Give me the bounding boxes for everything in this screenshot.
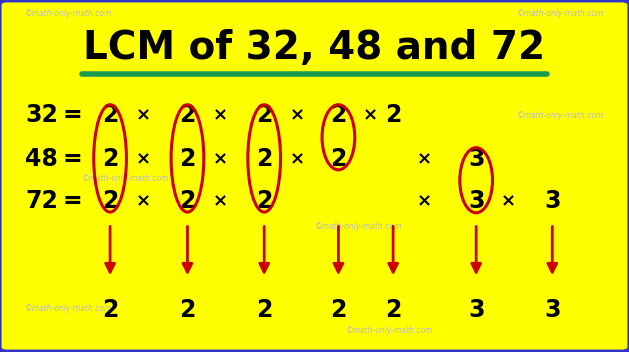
Text: 2: 2	[385, 103, 401, 127]
Text: ×: ×	[417, 150, 432, 168]
Text: 3: 3	[468, 147, 484, 171]
Text: ×: ×	[289, 150, 304, 168]
Text: ×: ×	[501, 192, 516, 210]
Text: ©math-only-math.com: ©math-only-math.com	[516, 111, 604, 120]
Text: 72: 72	[25, 189, 58, 213]
Text: 3: 3	[544, 298, 560, 322]
Text: ©math-only-math.com: ©math-only-math.com	[82, 174, 169, 183]
Text: ×: ×	[213, 192, 228, 210]
Text: 2: 2	[330, 298, 347, 322]
Text: ×: ×	[136, 192, 151, 210]
Text: 32: 32	[25, 103, 58, 127]
Text: 3: 3	[544, 189, 560, 213]
Text: 2: 2	[102, 147, 118, 171]
Text: 2: 2	[256, 298, 272, 322]
Text: ©math-only-math.com: ©math-only-math.com	[346, 326, 433, 335]
Text: ©math-only-math.com: ©math-only-math.com	[25, 9, 113, 18]
Text: ©math-only-math.com: ©math-only-math.com	[314, 222, 402, 231]
Text: 2: 2	[330, 147, 347, 171]
Text: ©math-only-math.com: ©math-only-math.com	[25, 304, 113, 314]
Text: 2: 2	[179, 298, 196, 322]
Text: 2: 2	[102, 189, 118, 213]
Text: 2: 2	[256, 189, 272, 213]
Text: ©math-only-math.com: ©math-only-math.com	[516, 9, 604, 18]
Text: ×: ×	[136, 106, 151, 125]
Text: =: =	[62, 189, 82, 213]
Text: ×: ×	[362, 106, 377, 125]
Text: 2: 2	[179, 147, 196, 171]
Text: 2: 2	[179, 189, 196, 213]
Text: 2: 2	[179, 103, 196, 127]
Text: 2: 2	[330, 103, 347, 127]
Text: ×: ×	[136, 150, 151, 168]
Text: 48: 48	[25, 147, 58, 171]
Text: ×: ×	[213, 150, 228, 168]
Text: 2: 2	[385, 298, 401, 322]
Text: =: =	[62, 147, 82, 171]
Text: 2: 2	[102, 103, 118, 127]
Text: ×: ×	[417, 192, 432, 210]
Text: 2: 2	[256, 147, 272, 171]
Text: =: =	[62, 103, 82, 127]
Text: 3: 3	[468, 298, 484, 322]
Text: LCM of 32, 48 and 72: LCM of 32, 48 and 72	[84, 29, 545, 67]
Text: 2: 2	[102, 298, 118, 322]
Text: ×: ×	[213, 106, 228, 125]
Text: 2: 2	[256, 103, 272, 127]
Text: ×: ×	[289, 106, 304, 125]
Text: 3: 3	[468, 189, 484, 213]
